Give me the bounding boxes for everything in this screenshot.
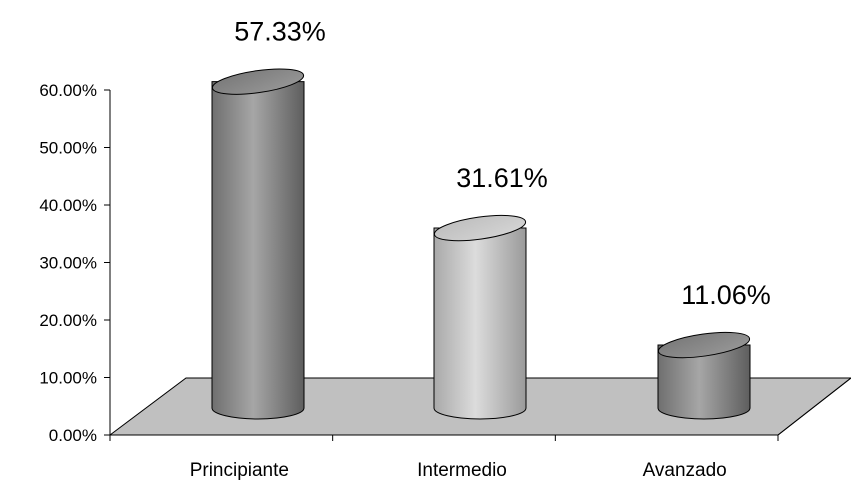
data-label: 57.33% [234,17,326,47]
y-tick-label: 50.00% [39,139,97,158]
y-tick-label: 40.00% [39,196,97,215]
bar-intermedio [433,214,527,420]
category-labels: Principiante Intermedio Avanzado [190,460,727,481]
x-category-label: Avanzado [643,460,727,481]
y-tick-label: 0.00% [49,426,97,445]
y-tick-label: 60.00% [39,81,97,100]
bar-principiante [211,68,305,420]
x-axis-ticks [109,435,779,441]
data-labels: 57.33% 31.61% 11.06% [234,17,771,310]
floor-right-edge [777,377,851,436]
y-tick-label: 30.00% [39,254,97,273]
x-category-label: Principiante [190,460,289,481]
bar-avanzado [657,331,751,420]
data-label: 31.61% [456,163,548,193]
y-tick-label: 10.00% [39,369,97,388]
bars [211,68,751,420]
y-axis-ticks: 0.00% 10.00% 20.00% 30.00% 40.00% 50.00% 60.00… [39,81,110,445]
data-label: 11.06% [681,280,771,310]
x-category-label: Intermedio [417,460,507,481]
y-tick-label: 20.00% [39,311,97,330]
